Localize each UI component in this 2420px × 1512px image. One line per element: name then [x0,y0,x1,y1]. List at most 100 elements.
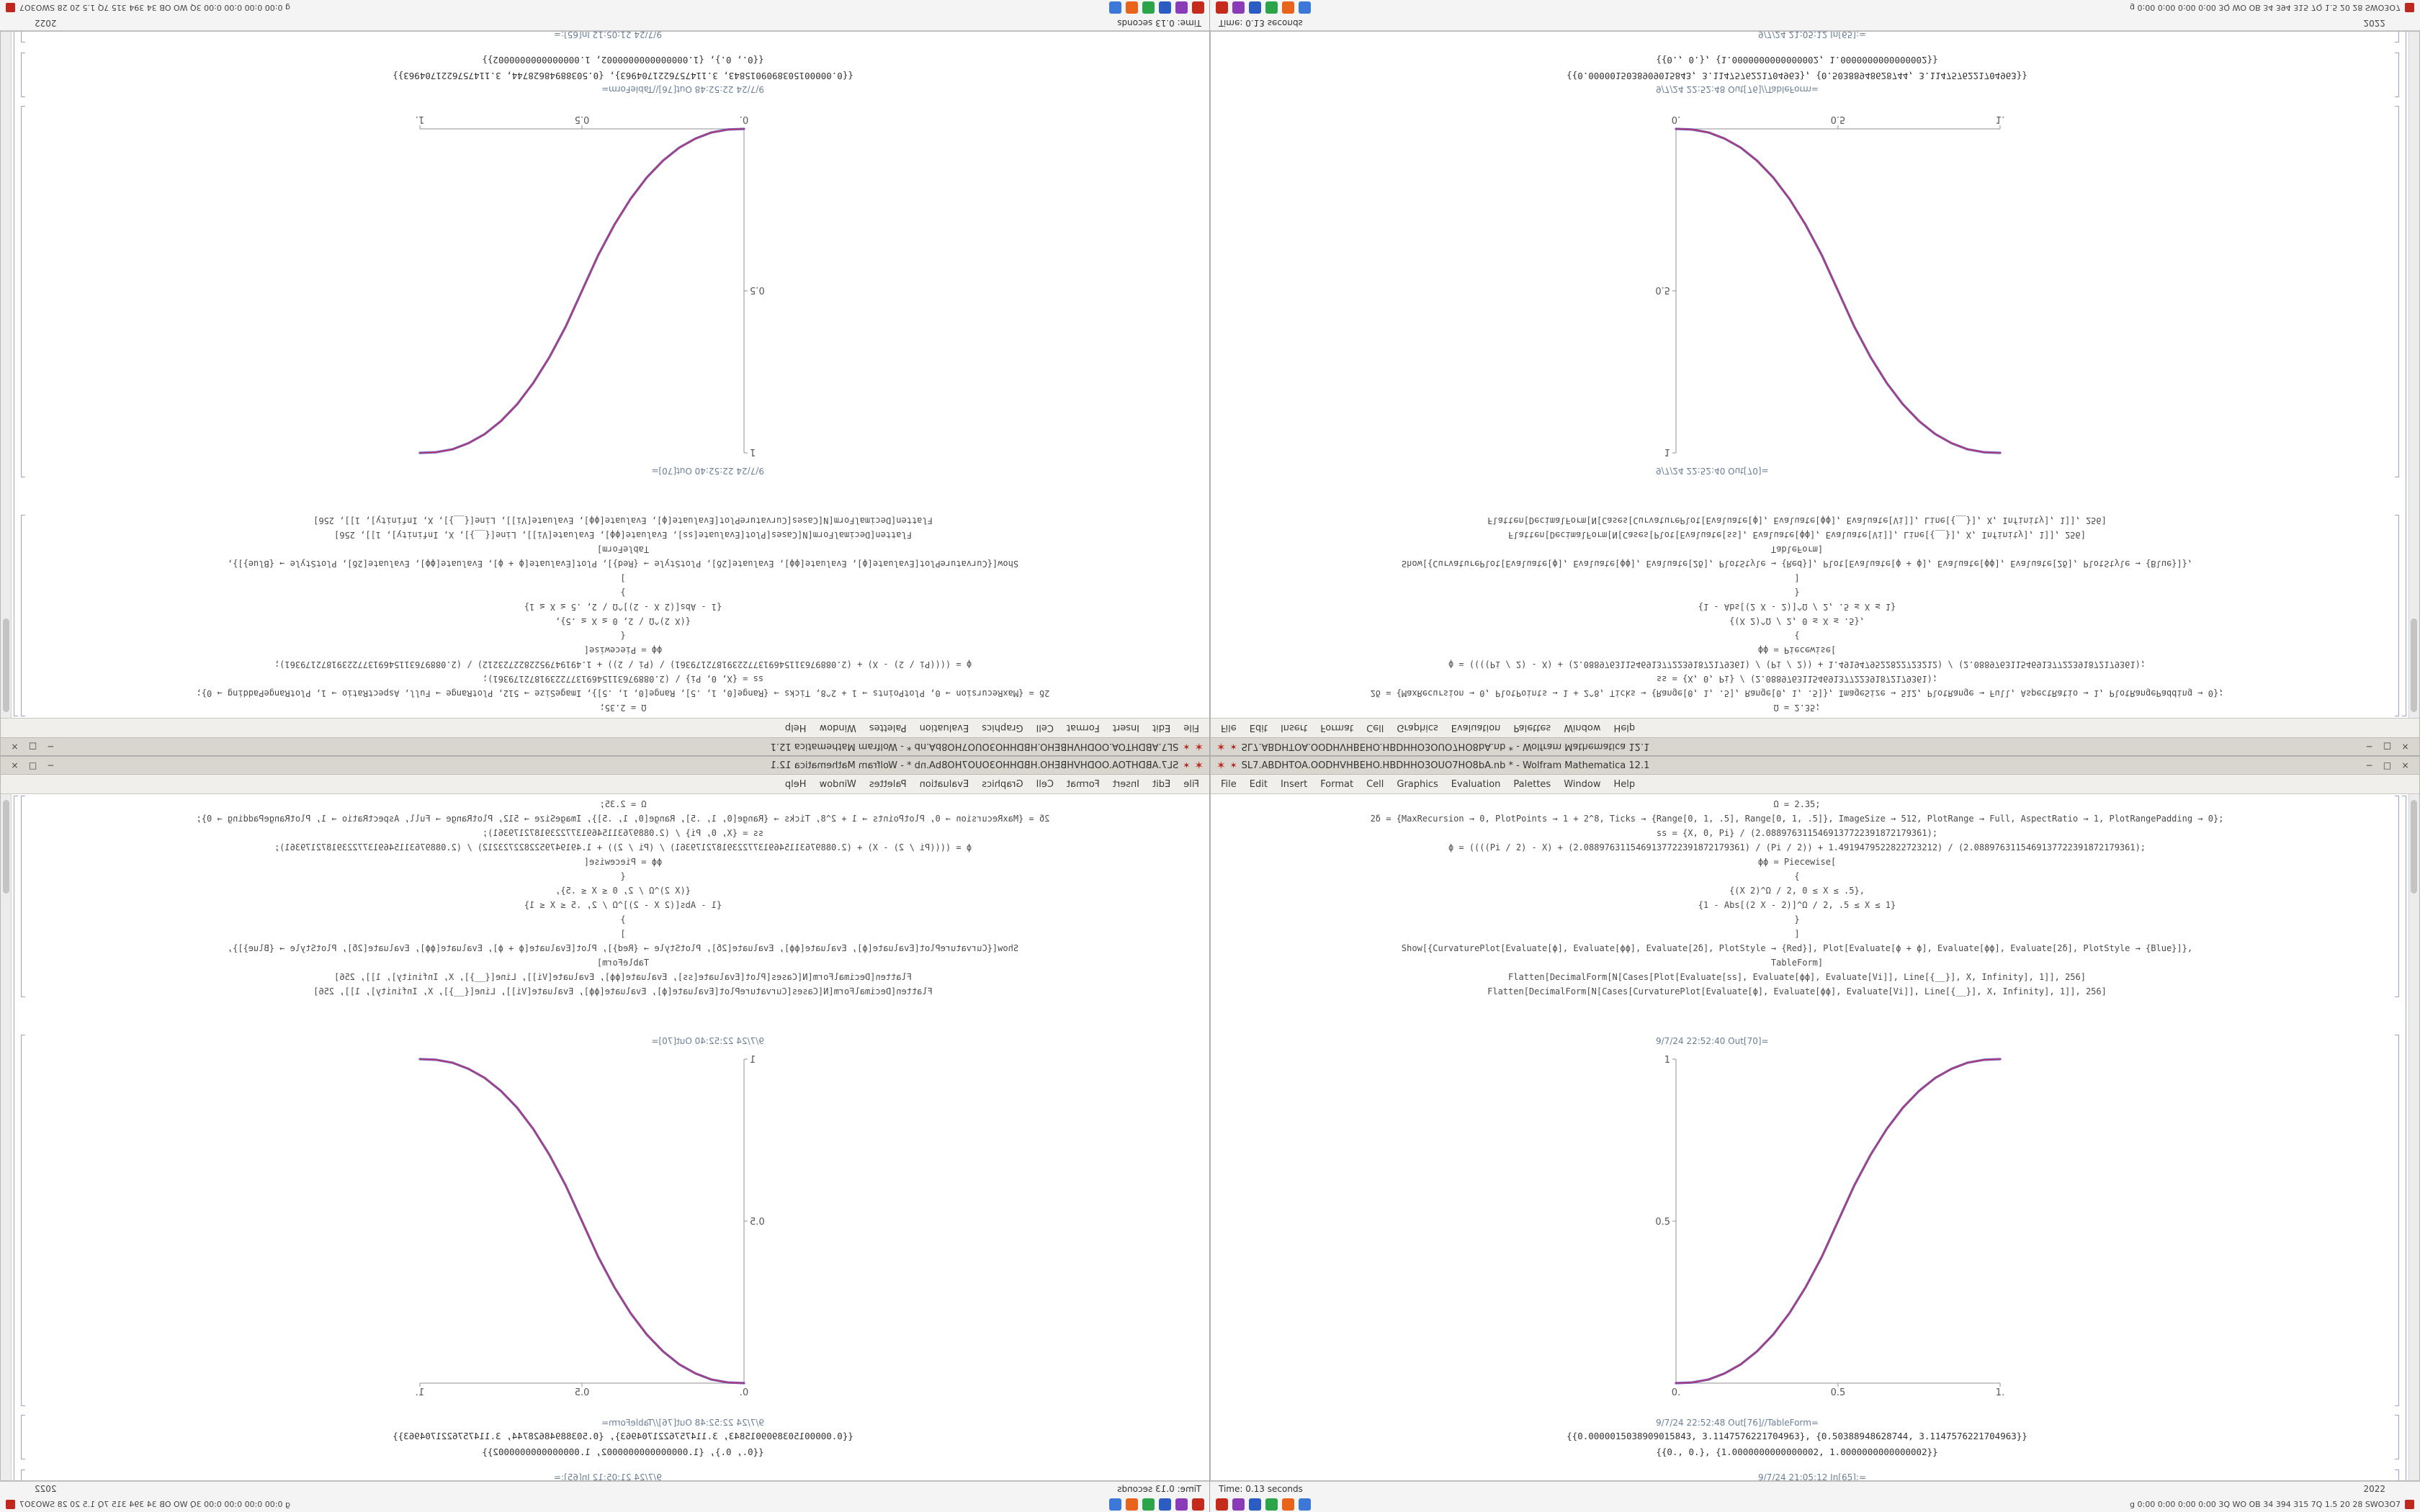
menu-format[interactable]: Format [1066,722,1100,734]
tray-icon-blue-app[interactable] [1249,1,1261,14]
vertical-scrollbar[interactable] [2408,794,2419,1480]
tray-icon-red-badge[interactable] [1216,1498,1228,1511]
cell-group-bracket[interactable] [2402,32,2406,716]
tray-icon-skyblue-app[interactable] [1109,1,1121,14]
cell-bracket-next-input[interactable] [2395,32,2399,42]
menu-file[interactable]: File [1183,722,1199,734]
tray-icon-orange-app[interactable] [1126,1498,1138,1511]
cell-bracket-output-plot[interactable] [2395,1035,2399,1406]
cell-bracket-output-table[interactable] [2395,1415,2399,1459]
minimize-button[interactable]: − [2365,742,2373,752]
cell-group-bracket[interactable] [2402,796,2406,1480]
cell-bracket-output-plot[interactable] [21,1035,25,1406]
window-titlebar[interactable]: ✶ ✶ SL7.ABDHTOA.OODHVHBEHO.HBDHHO3OUO7HO… [1211,737,2419,755]
input-cell[interactable]: Ω = 2.35; 2δ = {MaxRecursion → 0, PlotPo… [1261,513,2333,715]
input-cell[interactable]: Ω = 2.35; 2δ = {MaxRecursion → 0, PlotPo… [87,513,1159,715]
tray-icon-blue-app[interactable] [1159,1,1171,14]
minimize-button[interactable]: − [2365,760,2373,770]
window-titlebar[interactable]: ✶ ✶ SL7.ABDHTOA.OODHVHBEHO.HBDHHO3OUO7HO… [1,757,1209,775]
tray-icon-purple-app[interactable] [1232,1498,1245,1511]
menu-help[interactable]: Help [784,722,807,734]
menu-file[interactable]: File [1221,778,1237,790]
input-cell[interactable]: Ω = 2.35; 2δ = {MaxRecursion → 0, PlotPo… [87,797,1159,999]
minimize-button[interactable]: − [47,760,55,770]
tray-icon-skyblue-app[interactable] [1299,1498,1311,1511]
tray-icon-green-app[interactable] [1265,1,1278,14]
tray-icon-purple-app[interactable] [1175,1498,1188,1511]
menu-evaluation[interactable]: Evaluation [1451,778,1501,790]
cell-group-bracket[interactable] [14,796,18,1480]
menu-graphics[interactable]: Graphics [982,778,1023,790]
close-button[interactable]: × [11,742,19,752]
cell-bracket-input[interactable] [2395,515,2399,716]
tray-icon-green-app[interactable] [1142,1,1155,14]
menu-palettes[interactable]: Palettes [869,778,907,790]
tray-icon-skyblue-app[interactable] [1109,1498,1121,1511]
cell-bracket-next-input[interactable] [21,1470,25,1480]
cell-bracket-next-input[interactable] [21,32,25,42]
maximize-button[interactable]: □ [28,742,37,752]
cell-group-bracket[interactable] [14,32,18,716]
scrollbar-thumb[interactable] [3,800,9,894]
close-button[interactable]: × [11,760,19,770]
menu-cell[interactable]: Cell [1036,778,1054,790]
menu-evaluation[interactable]: Evaluation [919,722,969,734]
cell-bracket-next-input[interactable] [2395,1470,2399,1480]
tray-icon-skyblue-app[interactable] [1299,1,1311,14]
vertical-scrollbar[interactable] [2408,32,2419,718]
menu-evaluation[interactable]: Evaluation [1451,722,1501,734]
menu-format[interactable]: Format [1320,778,1354,790]
window-titlebar[interactable]: ✶ ✶ SL7.ABDHTOA.OODHVHBEHO.HBDHHO3OUO7HO… [1211,757,2419,775]
cell-bracket-output-table[interactable] [21,53,25,97]
close-button[interactable]: × [2401,742,2409,752]
menu-insert[interactable]: Insert [1112,722,1140,734]
vertical-scrollbar[interactable] [1,794,12,1480]
menu-cell[interactable]: Cell [1036,722,1054,734]
menu-graphics[interactable]: Graphics [982,722,1023,734]
notebook-content[interactable]: Ω = 2.35; 2δ = {MaxRecursion → 0, PlotPo… [1211,794,2419,1480]
menu-edit[interactable]: Edit [1152,778,1171,790]
menu-help[interactable]: Help [1613,778,1636,790]
cell-bracket-input[interactable] [2395,796,2399,997]
menu-insert[interactable]: Insert [1112,778,1140,790]
tray-icon-purple-app[interactable] [1175,1,1188,14]
vertical-scrollbar[interactable] [1,32,12,718]
maximize-button[interactable]: □ [28,760,37,770]
tray-icon-blue-app[interactable] [1249,1498,1261,1511]
menu-insert[interactable]: Insert [1280,778,1308,790]
menu-edit[interactable]: Edit [1249,722,1268,734]
menu-palettes[interactable]: Palettes [869,722,907,734]
cell-bracket-output-table[interactable] [21,1415,25,1459]
menu-graphics[interactable]: Graphics [1397,722,1438,734]
cell-bracket-input[interactable] [21,796,25,997]
menu-file[interactable]: File [1221,722,1237,734]
maximize-button[interactable]: □ [2383,742,2392,752]
close-button[interactable]: × [2401,760,2409,770]
notebook-content[interactable]: Ω = 2.35; 2δ = {MaxRecursion → 0, PlotPo… [1211,32,2419,718]
window-titlebar[interactable]: ✶ ✶ SL7.ABDHTOA.OODHVHBEHO.HBDHHO3OUO7HO… [1,737,1209,755]
scrollbar-thumb[interactable] [3,618,9,712]
menu-graphics[interactable]: Graphics [1397,778,1438,790]
notebook-content[interactable]: Ω = 2.35; 2δ = {MaxRecursion → 0, PlotPo… [1,794,1209,1480]
cell-bracket-output-plot[interactable] [21,106,25,477]
tray-icon-orange-app[interactable] [1282,1,1294,14]
menu-file[interactable]: File [1183,778,1199,790]
menu-insert[interactable]: Insert [1280,722,1308,734]
tray-icon-purple-app[interactable] [1232,1,1245,14]
tray-icon-red-badge[interactable] [1216,1,1228,14]
menu-edit[interactable]: Edit [1152,722,1171,734]
input-cell[interactable]: Ω = 2.35; 2δ = {MaxRecursion → 0, PlotPo… [1261,797,2333,999]
menu-cell[interactable]: Cell [1366,722,1384,734]
tray-icon-blue-app[interactable] [1159,1498,1171,1511]
notebook-content[interactable]: Ω = 2.35; 2δ = {MaxRecursion → 0, PlotPo… [1,32,1209,718]
menu-format[interactable]: Format [1320,722,1354,734]
tray-icon-red-badge[interactable] [1192,1,1204,14]
tray-icon-green-app[interactable] [1142,1498,1155,1511]
menu-evaluation[interactable]: Evaluation [919,778,969,790]
menu-window[interactable]: Window [1564,722,1601,734]
menu-edit[interactable]: Edit [1249,778,1268,790]
menu-cell[interactable]: Cell [1366,778,1384,790]
scrollbar-thumb[interactable] [2411,618,2417,712]
cell-bracket-output-plot[interactable] [2395,106,2399,477]
minimize-button[interactable]: − [47,742,55,752]
